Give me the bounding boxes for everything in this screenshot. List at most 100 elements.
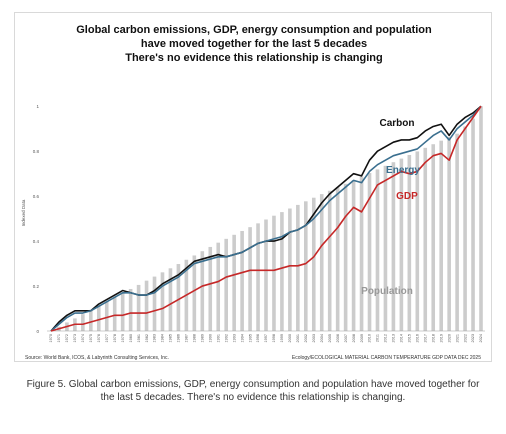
population-bar-2009 [359, 176, 364, 331]
x-tick-label-1993: 1993 [232, 334, 236, 342]
x-tick-label-2000: 2000 [288, 334, 292, 342]
population-bar-2000 [288, 208, 292, 331]
data-file-note: Ecology/ECOLOGICAL MATERIAL CARBON TEMPE… [291, 355, 481, 361]
x-tick-label-2004: 2004 [320, 334, 324, 342]
chart-title: Global carbon emissions, GDP, energy con… [15, 23, 493, 65]
x-tick-label-2020: 2020 [447, 334, 451, 342]
x-tick-label-1976: 1976 [97, 334, 101, 342]
population-bar-1991 [216, 242, 221, 331]
population-bar-1995 [248, 227, 252, 331]
x-tick-label-1995: 1995 [248, 334, 252, 342]
x-tick-label-1998: 1998 [272, 334, 276, 342]
x-tick-label-1986: 1986 [177, 334, 181, 342]
population-bar-1977 [104, 301, 109, 331]
x-tick-label-1994: 1994 [240, 334, 244, 342]
x-tick-label-1980: 1980 [129, 334, 133, 342]
population-bar-2023 [471, 118, 475, 331]
x-tick-label-1985: 1985 [169, 334, 173, 342]
x-tick-label-1989: 1989 [200, 334, 204, 342]
x-tick-label-2003: 2003 [312, 334, 316, 342]
x-tick-label-1974: 1974 [81, 334, 85, 342]
x-tick-label-1990: 1990 [208, 334, 212, 342]
population-bar-2005 [327, 190, 332, 331]
x-tick-label-2011: 2011 [376, 334, 380, 342]
population-bar-1979 [120, 293, 125, 331]
carbon-series-label: Carbon [380, 118, 415, 129]
x-tick-label-1973: 1973 [73, 334, 77, 342]
x-tick-label-2012: 2012 [384, 334, 388, 342]
gdp-line [50, 105, 482, 332]
population-bar-2010 [367, 172, 372, 331]
x-tick-label-1978: 1978 [113, 334, 117, 342]
y-tick-label-0: 0 [36, 329, 39, 334]
x-tick-label-2023: 2023 [471, 334, 475, 342]
population-bar-2021 [455, 133, 459, 331]
population-bar-1983 [152, 276, 157, 331]
population-bar-2007 [343, 183, 348, 331]
population-bar-2013 [391, 162, 396, 331]
x-tick-label-1987: 1987 [185, 334, 189, 342]
population-bar-1997 [264, 219, 268, 331]
x-tick-label-2021: 2021 [455, 334, 459, 342]
x-tick-label-1991: 1991 [216, 334, 220, 342]
x-tick-label-2002: 2002 [304, 334, 308, 342]
chart-title-line-3: There's no evidence this relationship is… [125, 52, 383, 64]
x-tick-label-2008: 2008 [352, 334, 356, 342]
population-bar-1988 [192, 255, 197, 331]
population-bar-2011 [375, 169, 380, 331]
x-tick-label-2005: 2005 [328, 334, 332, 342]
x-tick-label-2019: 2019 [439, 334, 443, 342]
x-tick-label-2014: 2014 [400, 334, 404, 342]
gdp-series-label: GDP [396, 191, 418, 202]
y-tick-label-1: 0.2 [33, 284, 40, 289]
x-tick-label-1971: 1971 [57, 334, 61, 342]
population-bar-2004 [319, 194, 324, 331]
population-bar-2014 [399, 158, 404, 331]
population-bar-1990 [208, 246, 213, 331]
population-bar-2022 [463, 126, 467, 331]
x-tick-label-2010: 2010 [368, 334, 372, 342]
x-tick-label-2007: 2007 [344, 334, 348, 342]
population-bar-1999 [280, 212, 284, 331]
population-bar-1989 [200, 251, 205, 331]
population-bar-1974 [81, 314, 85, 331]
x-tick-label-1992: 1992 [224, 334, 228, 342]
y-axis-label: Indexed Data [21, 199, 26, 226]
population-bar-2018 [431, 144, 436, 331]
x-tick-label-2013: 2013 [392, 334, 396, 342]
population-bar-2020 [447, 137, 451, 331]
population-bar-2016 [415, 151, 420, 331]
x-tick-label-1988: 1988 [193, 334, 197, 342]
population-bar-1994 [240, 230, 244, 331]
x-tick-label-2001: 2001 [296, 334, 300, 342]
y-tick-label-4: 0.8 [33, 149, 40, 154]
population-bar-2015 [407, 155, 412, 331]
x-tick-label-2022: 2022 [463, 334, 467, 342]
figure-frame: 0 0.2 0.4 0.6 0.8 1 Indexed Data 1970 1971 1972 19… [14, 12, 492, 362]
energy-line [50, 105, 482, 332]
population-bar-1986 [176, 264, 181, 331]
figure-caption: Figure 5. Global carbon emissions, GDP, … [26, 379, 480, 403]
x-tick-label-2024: 2024 [479, 334, 483, 342]
population-bar-1981 [136, 284, 141, 331]
x-tick-label-2015: 2015 [408, 334, 412, 342]
x-tick-label-1982: 1982 [145, 334, 149, 342]
population-bar-2001 [296, 204, 300, 331]
x-tick-label-1972: 1972 [65, 334, 69, 342]
x-tick-label-2016: 2016 [415, 334, 419, 342]
x-tick-label-2017: 2017 [423, 334, 427, 342]
population-bar-2019 [439, 140, 443, 331]
x-tick-label-1983: 1983 [153, 334, 157, 342]
x-tick-label-1975: 1975 [89, 334, 93, 342]
x-tick-label-2018: 2018 [431, 334, 435, 342]
population-bar-1975 [89, 309, 93, 331]
population-bar-1982 [144, 280, 149, 331]
population-bar-1976 [96, 305, 101, 331]
population-bar-1996 [256, 223, 260, 331]
y-tick-label-2: 0.4 [33, 239, 40, 244]
y-tick-label-3: 0.6 [33, 194, 40, 199]
energy-series-label: Energy [386, 165, 420, 176]
chart-title-line-1: Global carbon emissions, GDP, energy con… [76, 24, 432, 36]
x-tick-label-1970: 1970 [49, 334, 53, 342]
population-bar-1985 [168, 268, 173, 331]
